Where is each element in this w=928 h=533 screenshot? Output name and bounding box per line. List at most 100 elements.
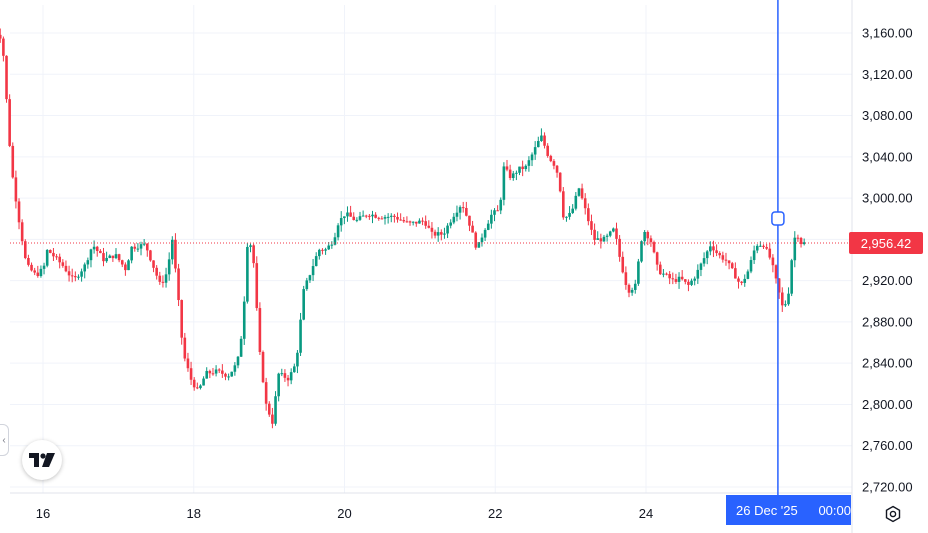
candle-body — [211, 373, 215, 375]
candle — [343, 216, 346, 225]
candle — [145, 243, 149, 257]
candle — [715, 244, 718, 257]
candle — [142, 239, 146, 247]
candle — [796, 234, 800, 242]
candle — [74, 271, 77, 282]
candle-body — [249, 245, 252, 247]
candle-body — [377, 217, 381, 219]
candle-body — [443, 233, 446, 235]
last-price-badge: 2,956.42 — [849, 232, 923, 254]
candle-body — [77, 276, 80, 278]
candle — [646, 230, 650, 246]
candles — [0, 28, 806, 429]
candle-body — [449, 222, 453, 226]
candle — [440, 229, 443, 241]
candle — [368, 213, 371, 220]
candle — [2, 36, 5, 62]
candle — [196, 382, 199, 390]
candle-body — [461, 207, 465, 209]
candle-body — [274, 396, 277, 424]
tradingview-logo[interactable] — [22, 440, 62, 480]
candle — [383, 214, 387, 225]
candle-body — [737, 278, 740, 282]
time-tick-label: 16 — [36, 506, 50, 521]
candle — [205, 367, 209, 379]
candle — [23, 239, 27, 260]
collapse-toolbar-button[interactable]: ‹ — [0, 424, 9, 456]
candle — [105, 251, 108, 263]
candle — [217, 368, 221, 374]
candle-body — [674, 279, 678, 282]
candle — [364, 214, 368, 219]
candle-body — [662, 273, 665, 275]
candle-body — [371, 214, 374, 217]
candle-body — [393, 215, 396, 217]
candle-body — [799, 237, 803, 245]
candle-body — [117, 254, 121, 261]
candle — [177, 263, 180, 307]
candle-body — [468, 215, 471, 226]
candle — [515, 170, 518, 181]
candle — [527, 156, 531, 172]
candle-body — [608, 231, 612, 236]
candle-body — [343, 216, 346, 219]
candle-body — [721, 255, 725, 260]
candle — [637, 258, 640, 286]
candle-body — [389, 215, 393, 217]
candle — [652, 240, 656, 254]
candle-body — [64, 265, 68, 272]
candle-body — [696, 269, 700, 279]
chevron-left-icon: ‹ — [2, 434, 6, 446]
candle — [139, 241, 143, 256]
candle — [571, 204, 574, 215]
candle-body — [192, 379, 196, 388]
candle-body — [108, 255, 112, 258]
crosshair-handle[interactable] — [771, 211, 785, 226]
candle — [233, 362, 237, 376]
chart-settings-button[interactable] — [881, 502, 905, 526]
candle — [42, 262, 46, 275]
candle-body — [458, 207, 462, 213]
candle — [8, 94, 11, 148]
candle — [543, 132, 546, 149]
candle-body — [715, 250, 718, 254]
candle — [508, 164, 512, 181]
candle — [587, 203, 590, 226]
candle — [221, 364, 224, 378]
candle — [189, 361, 193, 385]
candle — [790, 258, 793, 297]
candle — [449, 219, 453, 229]
candle-body — [599, 238, 603, 242]
candle — [427, 220, 431, 229]
candle — [424, 215, 427, 229]
candle — [339, 211, 343, 232]
candle — [802, 238, 806, 246]
candle-body — [196, 387, 199, 389]
candle — [599, 233, 603, 249]
candle — [793, 231, 797, 268]
candle-body — [280, 373, 284, 375]
candle — [264, 377, 268, 411]
candle — [696, 264, 700, 284]
price-tick-label: 3,160.00 — [862, 26, 913, 41]
candle-body — [543, 135, 546, 146]
candle-body — [621, 256, 625, 273]
candle — [455, 205, 459, 222]
candle-body — [45, 250, 49, 266]
candle-body — [283, 373, 287, 378]
candle-body — [2, 38, 5, 56]
candle — [274, 391, 277, 426]
candle-body — [242, 301, 246, 339]
candle — [61, 259, 65, 268]
candle-body — [421, 220, 424, 222]
candle-body — [230, 371, 234, 377]
candle — [127, 259, 130, 271]
grid-lines — [10, 5, 852, 493]
candle-body — [712, 246, 715, 251]
candle-body — [499, 199, 503, 211]
candle-body — [474, 232, 478, 248]
candle-body — [655, 252, 659, 265]
candle-body — [405, 221, 409, 223]
candle-body — [630, 289, 634, 293]
